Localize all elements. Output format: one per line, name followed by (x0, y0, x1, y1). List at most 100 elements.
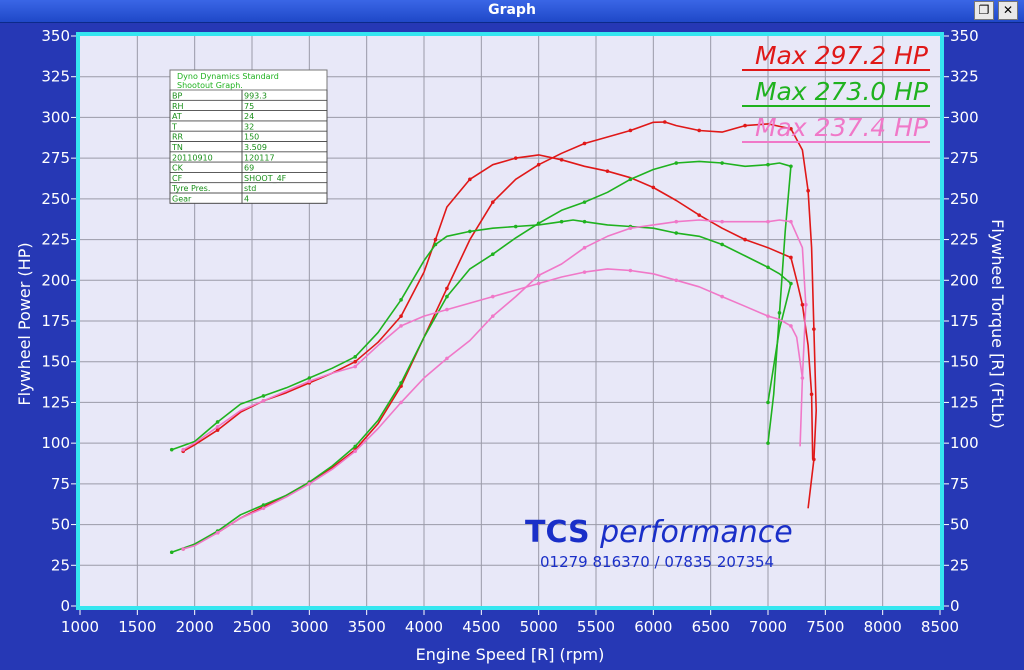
x-tick-label: 3500 (348, 618, 386, 636)
info-key: CK (172, 164, 184, 173)
point-green-power (445, 294, 449, 299)
close-icon[interactable]: ✕ (998, 1, 1018, 20)
point-pink-torque (491, 294, 495, 299)
point-red-power (582, 141, 587, 146)
y-tick-label-right: 25 (950, 556, 969, 574)
info-table: Dyno Dynamics Standard Shootout Graph. BP 9… (169, 69, 328, 204)
point-green-torque (582, 219, 587, 224)
point-green-power (766, 441, 770, 445)
point-pink-power (445, 356, 449, 361)
point-green-power (582, 200, 587, 204)
y-tick-label-right: 275 (950, 149, 979, 167)
info-value: 3.509 (244, 143, 267, 152)
legend: Max 297.2 HP Max 273.0 HP Max 237.4 HP (742, 41, 930, 143)
y-tick-label-left: 25 (51, 556, 70, 574)
info-table-title: Dyno Dynamics Standard Shootout Graph. (177, 72, 279, 90)
point-green-torque (559, 219, 564, 224)
x-tick-label: 2000 (176, 618, 214, 636)
point-red-torque (605, 169, 610, 173)
logo-text: TCS performance (525, 515, 793, 550)
point-red-torque (559, 157, 564, 162)
info-key: RR (172, 133, 184, 142)
point-green-power (720, 161, 724, 165)
x-tick-label: 1000 (61, 618, 99, 636)
point-green-torque (353, 355, 358, 359)
point-pink-torque (399, 324, 403, 328)
grid (80, 36, 940, 606)
point-red-torque (399, 314, 403, 318)
info-key: TN (171, 143, 183, 152)
point-pink-torque (800, 376, 805, 380)
point-pink-torque (261, 399, 266, 403)
point-green-power (777, 311, 782, 315)
point-pink-torque (215, 425, 220, 429)
x-tick-label: 5500 (577, 618, 615, 636)
info-key: CF (172, 174, 183, 183)
restore-icon[interactable]: ❐ (974, 1, 994, 20)
point-green-torque (169, 447, 174, 452)
point-green-torque (307, 376, 312, 380)
y-tick-label-left: 0 (60, 597, 70, 615)
point-green-power (353, 444, 358, 449)
y-tick-label-left: 275 (41, 149, 70, 167)
point-pink-torque (536, 281, 541, 286)
point-pink-torque (766, 314, 770, 318)
y-tick-label-right: 250 (950, 190, 979, 208)
point-pink-torque (582, 270, 587, 274)
y-tick-label-left: 300 (41, 108, 70, 126)
point-pink-power (766, 219, 770, 224)
info-value: 4 (244, 195, 249, 204)
point-red-power (445, 286, 449, 291)
x-tick-label: 4000 (405, 618, 443, 636)
y-tick-label-right: 300 (950, 108, 979, 126)
x-tick-label: 7000 (749, 618, 787, 636)
legend-entry: Max 237.4 HP (755, 113, 929, 142)
point-green-power (628, 177, 633, 182)
info-key: Tyre Pres. (171, 184, 210, 193)
info-key: 20110910 (172, 153, 213, 162)
point-red-power (806, 188, 810, 193)
info-value: SHOOT_4F (244, 174, 287, 183)
point-green-torque (433, 242, 438, 247)
y-tick-label-left: 150 (41, 353, 70, 371)
point-green-torque (674, 231, 679, 235)
point-red-torque (789, 255, 793, 260)
y-tick-label-right: 350 (950, 27, 979, 45)
point-green-torque (789, 281, 793, 286)
point-red-power (743, 123, 747, 128)
x-tick-label: 1500 (118, 618, 156, 636)
x-tick-label: 2500 (233, 618, 271, 636)
point-green-torque (468, 229, 472, 234)
point-pink-power (804, 302, 808, 307)
info-key: AT (172, 112, 182, 121)
y-tick-label-right: 325 (950, 68, 979, 86)
title-bar[interactable]: Graph ❐ ✕ (0, 0, 1024, 23)
tcs-logo: TCS performance 01279 816370 / 07835 2073… (525, 515, 793, 571)
point-red-torque (697, 213, 701, 217)
point-red-power (812, 327, 816, 331)
point-red-power (628, 128, 633, 133)
point-red-torque (353, 359, 358, 364)
point-green-power (169, 550, 174, 555)
point-pink-power (261, 506, 266, 511)
point-pink-power (674, 219, 679, 224)
info-value: 69 (244, 164, 254, 173)
point-pink-power (789, 219, 793, 224)
y-axis-right-label: Flywheel Torque [R] (FtLb) (988, 219, 1007, 429)
point-green-torque (766, 265, 770, 270)
point-pink-power (399, 400, 403, 405)
point-green-torque (513, 224, 518, 229)
window-title: Graph (488, 2, 536, 18)
y-tick-label-left: 200 (41, 271, 70, 289)
x-tick-label: 6500 (692, 618, 730, 636)
series-pink-torque (182, 268, 804, 451)
point-pink-power (215, 530, 220, 535)
point-pink-power (353, 449, 358, 454)
point-red-torque (215, 428, 220, 432)
info-key: Gear (172, 195, 192, 204)
point-green-torque (720, 242, 724, 247)
point-red-torque (743, 237, 747, 242)
y-tick-label-left: 225 (41, 231, 70, 249)
info-cell (241, 192, 328, 204)
